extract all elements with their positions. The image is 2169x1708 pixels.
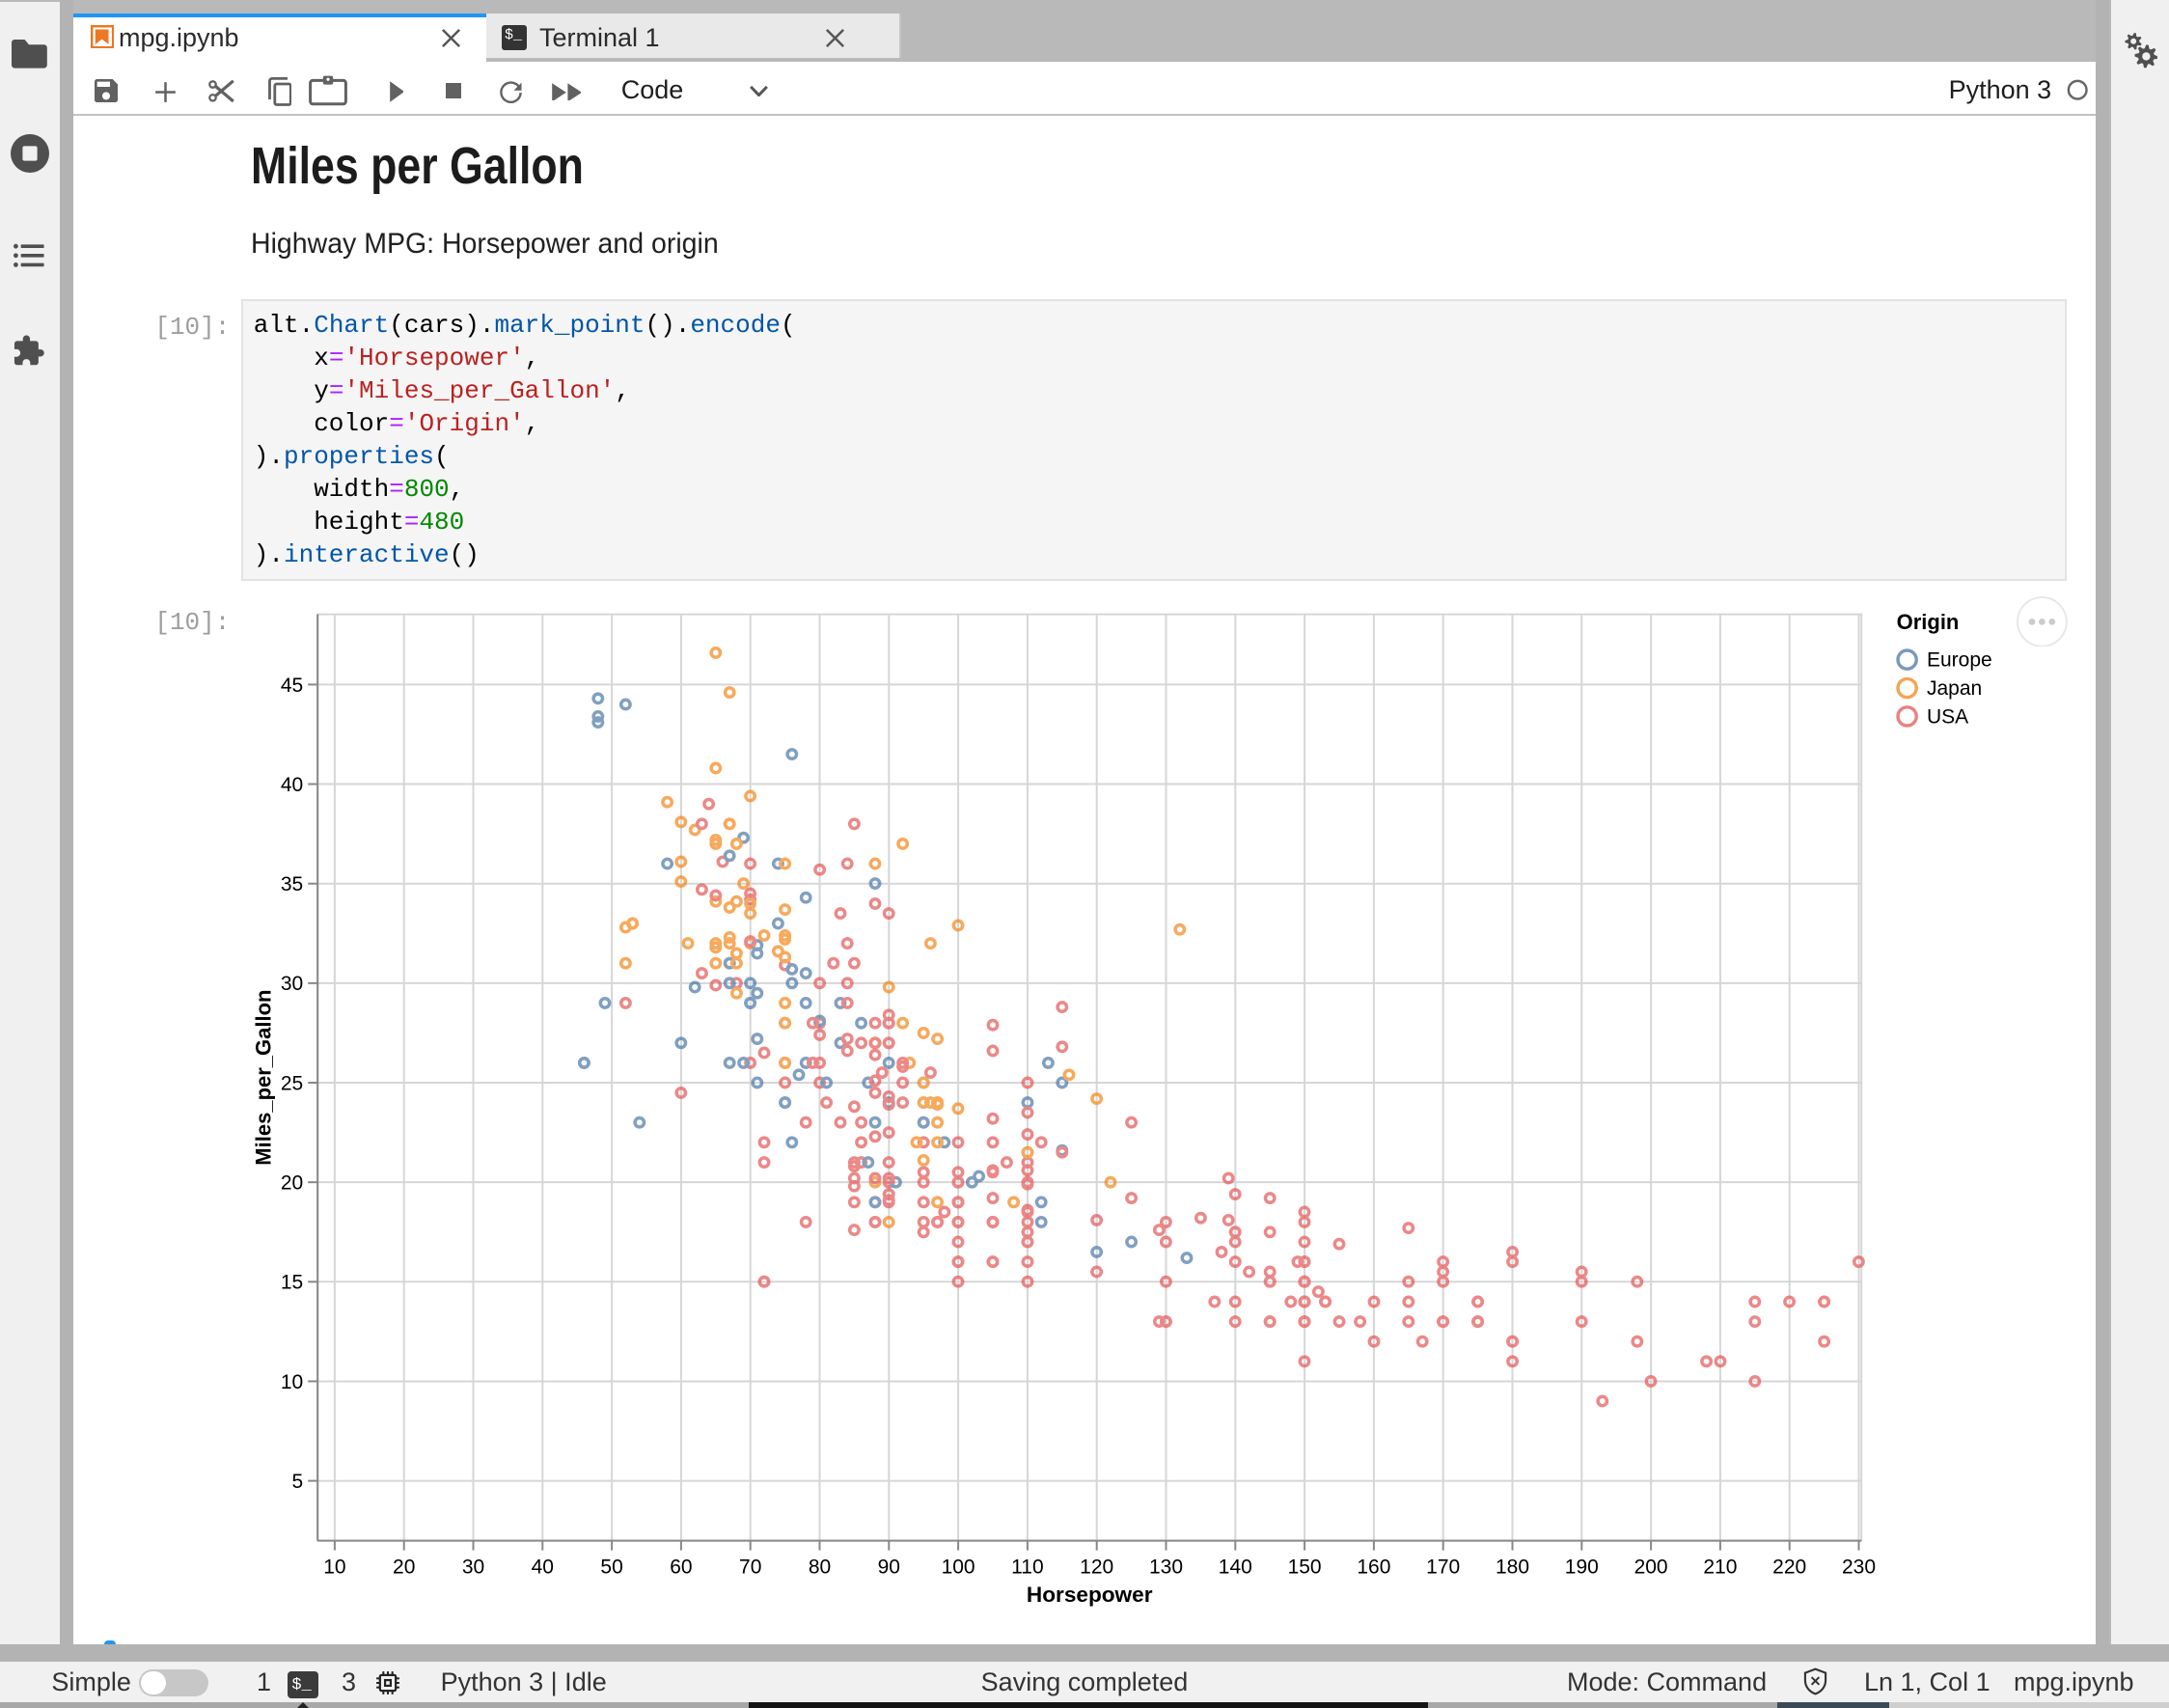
svg-text:Europe: Europe <box>1927 649 1992 672</box>
svg-text:Miles_per_Gallon: Miles_per_Gallon <box>251 990 275 1166</box>
svg-text:110: 110 <box>1011 1556 1043 1579</box>
svg-text:40: 40 <box>532 1556 554 1579</box>
svg-text:200: 200 <box>1634 1556 1668 1579</box>
svg-text:20: 20 <box>393 1556 415 1579</box>
svg-text:170: 170 <box>1426 1556 1460 1579</box>
svg-text:220: 220 <box>1772 1556 1806 1579</box>
svg-text:30: 30 <box>462 1556 484 1579</box>
svg-text:Horsepower: Horsepower <box>1027 1583 1153 1607</box>
svg-text:210: 210 <box>1703 1556 1737 1579</box>
svg-text:40: 40 <box>281 774 303 796</box>
svg-text:Japan: Japan <box>1927 677 1982 700</box>
svg-text:160: 160 <box>1357 1556 1390 1579</box>
svg-text:120: 120 <box>1080 1556 1113 1579</box>
svg-text:150: 150 <box>1288 1556 1322 1579</box>
svg-text:10: 10 <box>323 1556 345 1579</box>
svg-text:100: 100 <box>942 1556 975 1579</box>
svg-text:90: 90 <box>878 1556 900 1579</box>
svg-text:5: 5 <box>292 1471 304 1493</box>
svg-text:15: 15 <box>281 1272 303 1294</box>
svg-text:25: 25 <box>281 1072 303 1094</box>
svg-text:50: 50 <box>600 1556 622 1579</box>
svg-text:230: 230 <box>1842 1556 1876 1579</box>
svg-text:Origin: Origin <box>1897 610 1960 634</box>
svg-text:45: 45 <box>281 675 303 697</box>
svg-text:10: 10 <box>281 1371 303 1393</box>
svg-text:130: 130 <box>1149 1556 1183 1579</box>
svg-text:140: 140 <box>1219 1556 1252 1579</box>
svg-text:190: 190 <box>1565 1556 1599 1579</box>
svg-text:35: 35 <box>281 873 303 895</box>
svg-text:USA: USA <box>1927 705 1968 728</box>
svg-text:180: 180 <box>1496 1556 1529 1579</box>
svg-text:60: 60 <box>670 1556 692 1579</box>
svg-text:20: 20 <box>281 1172 303 1195</box>
svg-text:70: 70 <box>739 1556 761 1579</box>
svg-text:30: 30 <box>281 973 303 995</box>
svg-text:80: 80 <box>809 1556 831 1579</box>
